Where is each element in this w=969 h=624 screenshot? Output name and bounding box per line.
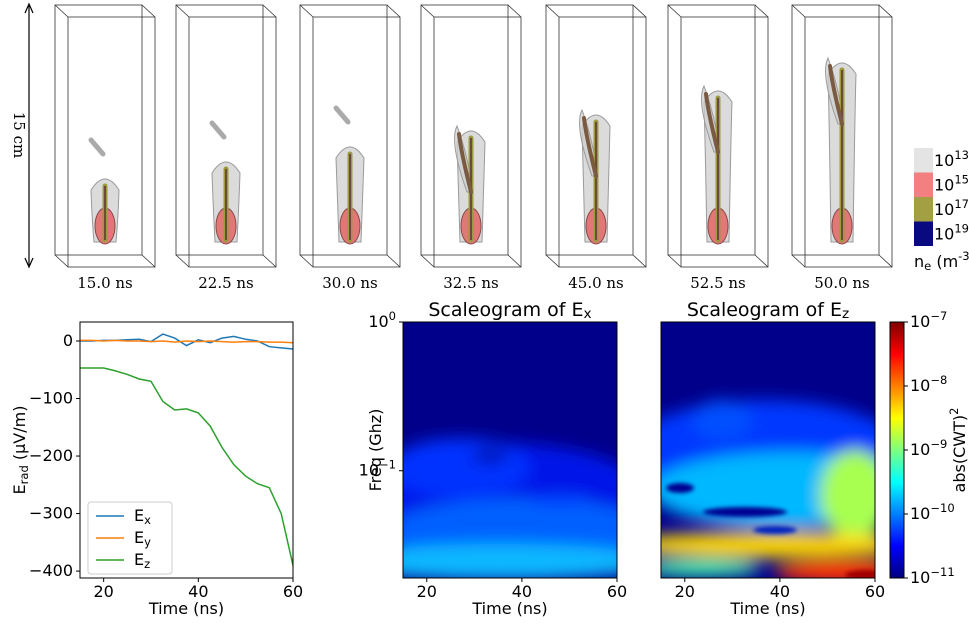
y-tick-label: −100 [29, 388, 73, 407]
colorbar-tick-label: 10−7 [910, 309, 947, 331]
box-edges [175, 4, 277, 268]
chart-title: Scaleogram of Ez [687, 299, 849, 323]
legend-label: 1017 [934, 197, 969, 219]
y-tick-label: −400 [29, 561, 73, 580]
box-front [175, 4, 264, 256]
legend-box [87, 501, 173, 575]
y-tick-label: −200 [29, 446, 73, 465]
heatmap-image [403, 322, 617, 578]
rendering-panel: 45.0 ns [545, 4, 647, 292]
x-tick-label: 20 [675, 582, 695, 601]
legend-label: 1019 [934, 221, 969, 243]
legend-swatch [914, 221, 933, 246]
box-front [667, 4, 756, 256]
box-edges [667, 4, 769, 268]
time-label: 52.5 ns [690, 274, 746, 292]
old-channel [88, 137, 106, 157]
time-label: 30.0 ns [322, 274, 378, 292]
x-tick-label: 60 [865, 582, 885, 601]
x-tick-label: 20 [93, 582, 113, 601]
legend-swatch [914, 148, 933, 173]
colorbar-tick-label: 10−8 [910, 373, 947, 395]
old-channel [209, 120, 227, 140]
legend-label: 1013 [934, 148, 969, 170]
series-line [80, 339, 294, 344]
time-label: 45.0 ns [568, 274, 624, 292]
x-axis-label: Time (ns) [471, 599, 547, 618]
old-channel [333, 105, 351, 125]
x-tick-label: 40 [188, 582, 208, 601]
y-tick-label: −300 [29, 503, 73, 522]
rendering-panel: 32.5 ns [420, 4, 522, 292]
scale-arrow-heads [24, 2, 34, 269]
x-axis-label: Time (ns) [148, 599, 224, 618]
time-label: 50.0 ns [814, 274, 870, 292]
legend-swatch [914, 172, 933, 197]
y-tick-label: 0 [63, 330, 73, 349]
rendering-panel: 30.0 ns [299, 4, 401, 292]
box-back [188, 16, 277, 268]
branch [704, 92, 720, 154]
box-front [791, 4, 880, 256]
legend-label: 1015 [934, 172, 969, 194]
y-axis-label: Freq (Ghz) [366, 409, 385, 492]
x-tick-label: 60 [607, 582, 627, 601]
box-edges [420, 4, 522, 268]
plot-frame [402, 321, 618, 579]
legend-title: ne (m-3) [914, 249, 969, 273]
colorbar-tick-label: 10−11 [910, 565, 955, 587]
x-tick-label: 40 [770, 582, 790, 601]
y-tick-label: 100 [368, 309, 396, 331]
box-edges [545, 4, 647, 268]
plot-frame [79, 321, 294, 579]
box-front [299, 4, 388, 256]
colorbar [889, 321, 905, 579]
branch [828, 64, 844, 126]
box-back [804, 16, 893, 268]
box-edges [299, 4, 401, 268]
branch [457, 132, 473, 194]
rendering-panel: 22.5 ns [175, 4, 277, 292]
box-front [420, 4, 509, 256]
time-label: 15.0 ns [77, 274, 133, 292]
box-front [54, 4, 143, 256]
rendering-panel: 52.5 ns [667, 4, 769, 292]
rendering-panel: 15.0 ns [54, 4, 156, 292]
box-front [545, 4, 634, 256]
time-label: 22.5 ns [198, 274, 254, 292]
time-label: 32.5 ns [443, 274, 499, 292]
box-edges [791, 4, 893, 268]
colorbar-tick-label: 10−10 [910, 501, 955, 523]
y-tick-label: 10−1 [359, 457, 396, 479]
legend-label: Ey [134, 528, 151, 549]
box-back [558, 16, 647, 268]
rendering-panel: 50.0 ns [791, 4, 893, 292]
colorbar-tick-label: 10−9 [910, 437, 947, 459]
x-tick-label: 40 [512, 582, 532, 601]
box-back [433, 16, 522, 268]
y-axis-label: Erad (μV/m) [10, 406, 31, 495]
box-back [680, 16, 769, 268]
x-tick-label: 20 [417, 582, 437, 601]
plot-frame [660, 321, 876, 579]
x-tick-label: 60 [283, 582, 303, 601]
scale-label: 15 cm [10, 112, 28, 158]
colorbar-label: abs(CWT)2 [947, 408, 969, 493]
legend-label: Ex [134, 506, 151, 527]
box-back [312, 16, 401, 268]
legend-swatch [914, 197, 933, 222]
box-back [67, 16, 156, 268]
branch [582, 116, 598, 178]
chart-title: Scaleogram of Ex [428, 299, 591, 323]
series-line [80, 367, 294, 566]
heatmap-image [661, 322, 875, 578]
x-axis-label: Time (ns) [729, 599, 805, 618]
box-edges [54, 4, 156, 268]
legend-label: Ez [134, 550, 150, 571]
